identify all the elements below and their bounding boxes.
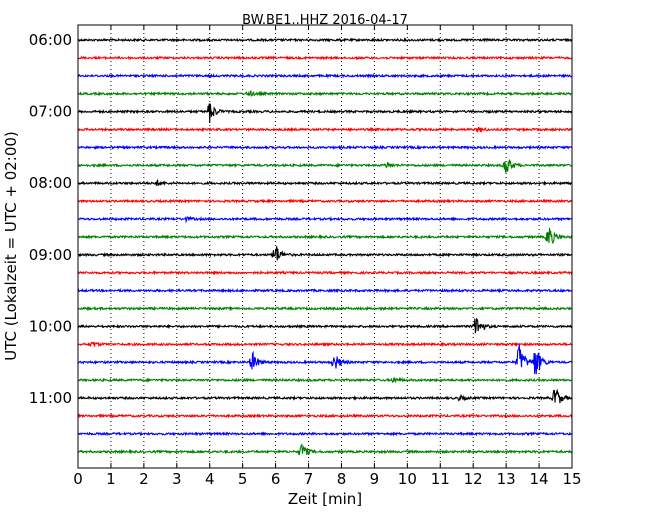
y-tick-label: 07:00 <box>29 103 72 121</box>
trace-line <box>77 126 573 133</box>
x-tick-label: 13 <box>497 470 516 488</box>
trace <box>77 388 573 404</box>
trace-line <box>77 90 573 97</box>
trace-line <box>77 305 573 312</box>
trace <box>77 413 573 419</box>
trace-line <box>77 103 573 123</box>
trace <box>77 376 573 384</box>
trace-line <box>77 287 573 294</box>
x-tick-label: 15 <box>562 470 581 488</box>
trace-line <box>77 159 573 173</box>
plot-frame <box>77 24 573 469</box>
x-tick-label: 4 <box>205 470 215 488</box>
trace <box>77 90 573 97</box>
x-tick-label: 2 <box>139 470 149 488</box>
x-tick-label: 11 <box>431 470 450 488</box>
trace <box>77 317 573 334</box>
trace-line <box>77 215 573 224</box>
trace-line <box>77 269 573 276</box>
x-tick-label: 10 <box>398 470 417 488</box>
trace <box>77 341 573 348</box>
x-tick-label: 3 <box>172 470 182 488</box>
trace-line <box>77 246 573 261</box>
y-tick-label: 10:00 <box>29 317 72 335</box>
y-axis: 06:00 07:00 08:00 09:00 10:00 11:00 <box>29 31 572 407</box>
x-tick-label: 9 <box>370 470 380 488</box>
trace-line <box>77 430 573 437</box>
trace <box>77 287 573 294</box>
trace-line <box>77 341 573 348</box>
trace <box>77 305 573 312</box>
x-tick-label: 1 <box>106 470 116 488</box>
x-tick-label: 0 <box>73 470 83 488</box>
trace <box>77 269 573 276</box>
y-tick-label: 08:00 <box>29 174 72 192</box>
trace-line <box>77 388 573 404</box>
trace <box>77 144 573 151</box>
trace <box>77 126 573 133</box>
x-axis-label: Zeit [min] <box>288 490 362 508</box>
trace <box>77 198 573 204</box>
trace-line <box>77 376 573 384</box>
trace <box>77 55 573 61</box>
seismic-traces <box>77 37 573 456</box>
x-axis: 0 1 2 3 4 5 6 7 8 9 10 11 12 13 14 15 <box>73 25 582 488</box>
x-tick-label: 5 <box>238 470 248 488</box>
trace <box>77 103 573 123</box>
y-tick-label: 11:00 <box>29 389 72 407</box>
trace-line <box>77 73 573 79</box>
trace-line <box>77 144 573 151</box>
x-tick-label: 14 <box>530 470 549 488</box>
plot-area <box>77 24 573 469</box>
trace <box>77 430 573 437</box>
x-tick-label: 7 <box>304 470 314 488</box>
x-tick-label: 6 <box>271 470 281 488</box>
trace-line <box>77 317 573 334</box>
trace <box>77 246 573 261</box>
trace-line <box>77 227 573 244</box>
trace <box>77 37 573 43</box>
trace <box>77 215 573 224</box>
trace-line <box>77 444 573 456</box>
y-tick-label: 06:00 <box>29 31 72 49</box>
trace <box>77 159 573 173</box>
trace-line <box>77 178 573 187</box>
trace-line <box>77 413 573 419</box>
trace-line <box>77 55 573 61</box>
trace-line <box>77 198 573 204</box>
trace <box>77 73 573 79</box>
x-tick-label: 12 <box>464 470 483 488</box>
trace-line <box>77 37 573 43</box>
trace-line <box>77 344 573 375</box>
trace <box>77 344 573 375</box>
grid-lines <box>110 25 540 468</box>
y-tick-label: 09:00 <box>29 246 72 264</box>
trace <box>77 178 573 187</box>
x-tick-label: 8 <box>337 470 347 488</box>
chart-title: BW.BE1..HHZ 2016-04-17 <box>242 13 408 28</box>
trace <box>77 227 573 244</box>
trace <box>77 444 573 456</box>
y-axis-label: UTC (Lokalzeit = UTC + 02:00) <box>2 131 20 361</box>
